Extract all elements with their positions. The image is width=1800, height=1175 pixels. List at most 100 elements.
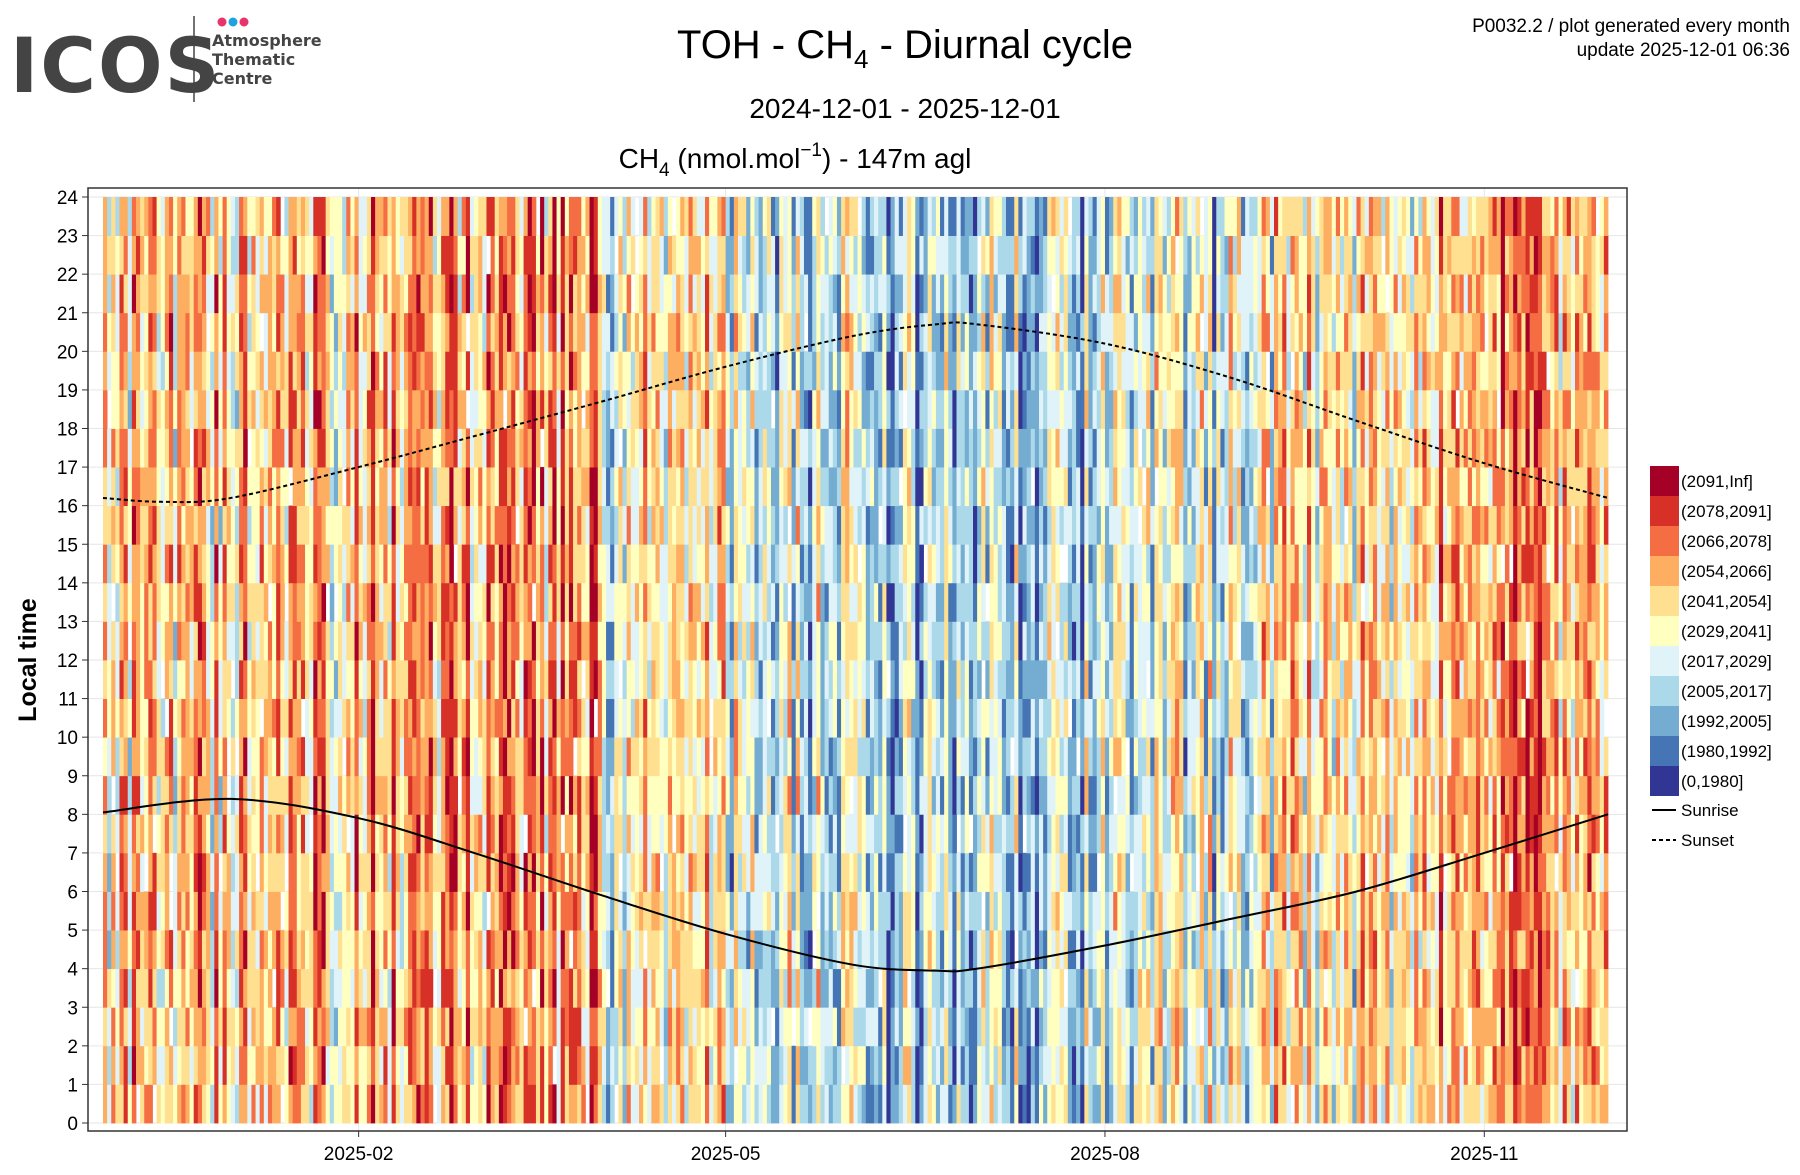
heatmap-cell: [268, 429, 273, 468]
heatmap-cell: [449, 274, 454, 313]
heatmap-cell: [223, 429, 228, 468]
heatmap-cell: [800, 660, 805, 699]
heatmap-cell: [911, 236, 916, 275]
heatmap-cell: [936, 390, 941, 429]
heatmap-cell: [577, 969, 582, 1008]
heatmap-cell: [771, 313, 776, 352]
heatmap-cell: [206, 892, 211, 931]
heatmap-cell: [557, 429, 562, 468]
heatmap-cell: [849, 390, 854, 429]
heatmap-cell: [482, 197, 487, 236]
heatmap-cell: [449, 467, 454, 506]
heatmap-cell: [128, 969, 133, 1008]
heatmap-cell: [119, 699, 124, 738]
heatmap-cell: [478, 814, 483, 853]
heatmap-cell: [363, 776, 368, 815]
heatmap-cell: [684, 969, 689, 1008]
heatmap-cell: [462, 776, 467, 815]
heatmap-cell: [915, 429, 920, 468]
heatmap-cell: [866, 1084, 871, 1123]
heatmap-cell: [940, 1007, 945, 1046]
heatmap-cell: [742, 197, 747, 236]
heatmap-cell: [408, 1007, 413, 1046]
heatmap-cell: [783, 506, 788, 545]
heatmap-cell: [136, 776, 141, 815]
heatmap-cell: [305, 236, 310, 275]
heatmap-cell: [536, 699, 541, 738]
heatmap-cell: [524, 467, 529, 506]
heatmap-cell: [742, 930, 747, 969]
heatmap-cell: [610, 313, 615, 352]
heatmap-cell: [495, 467, 500, 506]
heatmap-cell: [837, 737, 842, 776]
heatmap-cell: [602, 429, 607, 468]
heatmap-cell: [738, 467, 743, 506]
heatmap-cell: [952, 737, 957, 776]
heatmap-cell: [190, 1046, 195, 1085]
heatmap-cell: [845, 274, 850, 313]
heatmap-cell: [651, 467, 656, 506]
heatmap-cell: [223, 737, 228, 776]
heatmap-cell: [734, 814, 739, 853]
heatmap-cell: [202, 1046, 207, 1085]
heatmap-cell: [792, 776, 797, 815]
heatmap-cell: [742, 429, 747, 468]
heatmap-cell: [152, 544, 157, 583]
heatmap-cell: [721, 1046, 726, 1085]
heatmap-cell: [375, 1046, 380, 1085]
heatmap-cell: [903, 351, 908, 390]
heatmap-cell: [936, 737, 941, 776]
heatmap-cell: [672, 544, 677, 583]
heatmap-cell: [185, 583, 190, 622]
heatmap-cell: [919, 660, 924, 699]
heatmap-cell: [247, 776, 252, 815]
heatmap-cell: [552, 1084, 557, 1123]
heatmap-cell: [239, 1046, 244, 1085]
heatmap-cell: [573, 930, 578, 969]
heatmap-cell: [284, 544, 289, 583]
heatmap-cell: [940, 930, 945, 969]
heatmap-cell: [297, 660, 302, 699]
heatmap-cell: [614, 351, 619, 390]
heatmap-cell: [623, 969, 628, 1008]
heatmap-cell: [862, 351, 867, 390]
heatmap-cell: [243, 737, 248, 776]
heatmap-cell: [961, 236, 966, 275]
heatmap-cell: [429, 1046, 434, 1085]
heatmap-cell: [524, 429, 529, 468]
heatmap-cell: [379, 274, 384, 313]
heatmap-cell: [115, 544, 120, 583]
heatmap-cell: [742, 351, 747, 390]
heatmap-cell: [899, 814, 904, 853]
heatmap-cell: [680, 467, 685, 506]
heatmap-cell: [293, 853, 298, 892]
heatmap-cell: [243, 660, 248, 699]
heatmap-cell: [816, 429, 821, 468]
heatmap-cell: [206, 737, 211, 776]
heatmap-cell: [453, 853, 458, 892]
heatmap-cell: [919, 814, 924, 853]
heatmap-cell: [717, 737, 722, 776]
heatmap-cell: [536, 1046, 541, 1085]
heatmap-cell: [330, 1046, 335, 1085]
heatmap-cell: [383, 776, 388, 815]
heatmap-cell: [932, 274, 937, 313]
heatmap-cell: [247, 197, 252, 236]
heatmap-cell: [709, 467, 714, 506]
heatmap-cell: [763, 274, 768, 313]
heatmap-cell: [169, 429, 174, 468]
heatmap-cell: [330, 313, 335, 352]
heatmap-cell: [124, 197, 129, 236]
heatmap-cell: [569, 1084, 574, 1123]
heatmap-cell: [190, 583, 195, 622]
heatmap-cell: [301, 1007, 306, 1046]
heatmap-cell: [721, 274, 726, 313]
heatmap-cell: [548, 969, 553, 1008]
heatmap-cell: [660, 236, 665, 275]
heatmap-cell: [853, 236, 858, 275]
heatmap-cell: [783, 699, 788, 738]
heatmap-cell: [841, 660, 846, 699]
heatmap-cell: [280, 583, 285, 622]
heatmap-cell: [152, 197, 157, 236]
heatmap-cell: [157, 390, 162, 429]
